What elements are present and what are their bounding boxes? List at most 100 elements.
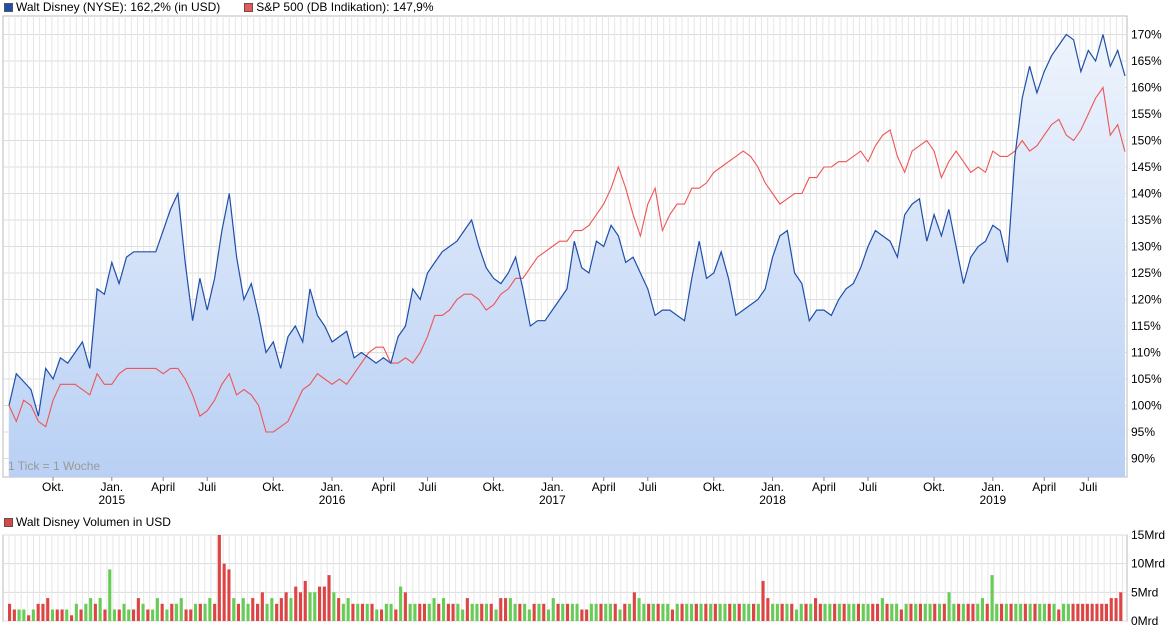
volume-bar bbox=[499, 598, 503, 621]
volume-bar bbox=[680, 603, 684, 621]
x-tick-label: Juli bbox=[418, 480, 436, 494]
volume-bar bbox=[12, 609, 16, 621]
volume-bar bbox=[232, 598, 236, 621]
volume-bar bbox=[470, 603, 474, 621]
y-tick-label: 145% bbox=[1131, 160, 1162, 174]
y-tick-label: 125% bbox=[1131, 266, 1162, 280]
volume-bar bbox=[84, 603, 88, 621]
volume-legend: Walt Disney Volumen in USD bbox=[4, 515, 195, 529]
volume-bar bbox=[709, 603, 713, 621]
volume-bar bbox=[55, 609, 59, 621]
volume-bar bbox=[976, 603, 980, 621]
volume-bar bbox=[990, 575, 994, 621]
volume-bar bbox=[389, 603, 393, 621]
x-tick-label: Jan. bbox=[321, 480, 344, 494]
y-tick-label: 150% bbox=[1131, 134, 1162, 148]
volume-bar bbox=[847, 603, 851, 621]
volume-bar bbox=[1000, 603, 1004, 621]
x-year-label: 2017 bbox=[539, 493, 566, 507]
x-tick-label: Okt. bbox=[703, 480, 725, 494]
volume-bar bbox=[780, 603, 784, 621]
volume-bar bbox=[1052, 603, 1056, 621]
volume-bar bbox=[918, 603, 922, 621]
volume-bar bbox=[837, 603, 841, 621]
volume-bar bbox=[270, 598, 274, 621]
volume-bar bbox=[732, 603, 736, 621]
volume-bar bbox=[1109, 598, 1113, 621]
series-lines bbox=[8, 33, 1126, 433]
volume-bar bbox=[480, 603, 484, 621]
volume-bar bbox=[418, 603, 422, 621]
volume-bar bbox=[899, 609, 903, 621]
volume-bar bbox=[318, 586, 322, 621]
volume-bar bbox=[871, 603, 875, 621]
volume-bar bbox=[313, 592, 317, 621]
volume-bar bbox=[155, 598, 159, 621]
volume-bar bbox=[117, 609, 121, 621]
volume-bar bbox=[561, 603, 565, 621]
volume-bar bbox=[890, 603, 894, 621]
x-tick-label: April bbox=[371, 480, 395, 494]
x-tick-label: Jan. bbox=[761, 480, 784, 494]
volume-bar bbox=[399, 586, 403, 621]
volume-bar bbox=[36, 603, 40, 621]
volume-bar bbox=[413, 603, 417, 621]
volume-bar bbox=[723, 603, 727, 621]
x-year-label: 2015 bbox=[98, 493, 125, 507]
sp500-line bbox=[8, 86, 1126, 433]
main-legend: Walt Disney (NYSE): 162,2% (in USD) S&P … bbox=[4, 0, 458, 14]
volume-bar bbox=[589, 603, 593, 621]
volume-bar bbox=[580, 609, 584, 621]
volume-bar bbox=[365, 603, 369, 621]
volume-bar bbox=[1090, 603, 1094, 621]
volume-bar bbox=[728, 603, 732, 621]
volume-bar bbox=[251, 598, 255, 621]
volume-bar bbox=[160, 603, 164, 621]
legend-label-disney: Walt Disney (NYSE): 162,2% (in USD) bbox=[16, 0, 221, 14]
volume-y-tick-label: 15Mrd bbox=[1131, 528, 1165, 542]
volume-bar bbox=[699, 603, 703, 621]
volume-bar bbox=[518, 603, 522, 621]
volume-bar bbox=[508, 598, 512, 621]
volume-bar bbox=[1104, 603, 1108, 621]
volume-bar bbox=[532, 603, 536, 621]
volume-bar bbox=[661, 603, 665, 621]
volume-bar bbox=[656, 603, 660, 621]
volume-bar bbox=[809, 603, 813, 621]
volume-bar bbox=[766, 598, 770, 621]
volume-bar bbox=[1038, 603, 1042, 621]
volume-bar bbox=[203, 603, 207, 621]
x-year-label: 2018 bbox=[759, 493, 786, 507]
volume-bar bbox=[141, 603, 145, 621]
volume-bar bbox=[174, 603, 178, 621]
volume-bar bbox=[403, 592, 407, 621]
volume-bar bbox=[132, 609, 136, 621]
volume-bar bbox=[666, 603, 670, 621]
volume-bar bbox=[256, 603, 260, 621]
volume-bar bbox=[380, 609, 384, 621]
volume-bar bbox=[1009, 603, 1013, 621]
volume-bar bbox=[1071, 603, 1075, 621]
volume-bar bbox=[961, 603, 965, 621]
x-tick-label: Juli bbox=[1079, 480, 1097, 494]
volume-bar bbox=[236, 603, 240, 621]
volume-bar bbox=[184, 609, 188, 621]
x-tick-label: Jan. bbox=[981, 480, 1004, 494]
volume-bar bbox=[771, 603, 775, 621]
y-tick-label: 140% bbox=[1131, 187, 1162, 201]
volume-bar bbox=[928, 603, 932, 621]
volume-bar bbox=[136, 598, 140, 621]
volume-bar bbox=[1014, 603, 1018, 621]
volume-bar bbox=[1076, 603, 1080, 621]
volume-bar bbox=[437, 603, 441, 621]
volume-bar bbox=[89, 598, 93, 621]
volume-bar bbox=[1028, 603, 1032, 621]
volume-bar bbox=[294, 586, 298, 621]
volume-bar bbox=[685, 603, 689, 621]
volume-bar bbox=[327, 575, 331, 621]
volume-bar bbox=[394, 609, 398, 621]
volume-bar bbox=[456, 603, 460, 621]
volume-bar bbox=[74, 603, 78, 621]
volume-bar bbox=[904, 603, 908, 621]
